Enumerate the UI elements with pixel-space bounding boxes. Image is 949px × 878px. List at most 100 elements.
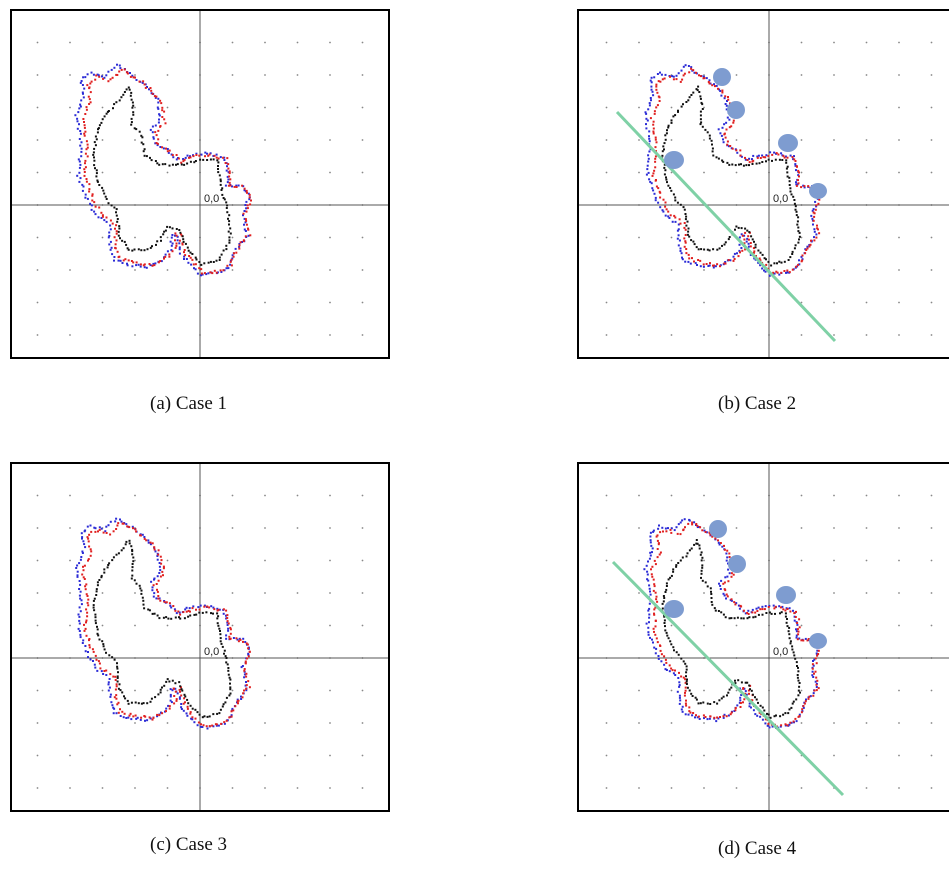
contour-point xyxy=(238,637,241,640)
contour-point xyxy=(114,243,117,246)
contour-point xyxy=(811,209,814,212)
grid-dot xyxy=(264,171,266,174)
grid-dot xyxy=(296,301,299,304)
contour-point xyxy=(653,110,656,113)
grid-dot xyxy=(833,722,835,724)
contour-point xyxy=(112,556,115,559)
contour-point xyxy=(169,604,172,607)
grid-dot xyxy=(264,74,266,76)
contour-point xyxy=(740,617,743,620)
contour-point xyxy=(92,604,95,607)
grid-dot xyxy=(134,41,136,44)
grid-dot xyxy=(898,689,900,692)
contour-point xyxy=(218,259,221,261)
contour-point xyxy=(102,531,105,534)
contour-point xyxy=(795,630,798,633)
contour-point xyxy=(130,545,133,548)
grid-dot xyxy=(134,106,136,109)
contour-point xyxy=(92,73,95,76)
contour-point xyxy=(728,236,731,238)
contour-point xyxy=(151,264,154,267)
contour-point xyxy=(746,159,749,161)
contour-plot-case-1: 0,0 xyxy=(10,9,390,359)
contour-point xyxy=(722,141,725,144)
contour-point xyxy=(243,676,246,679)
contour-point xyxy=(172,156,175,159)
grid-dot xyxy=(36,236,39,239)
contour-point xyxy=(759,715,762,718)
contour-point xyxy=(180,703,183,705)
contour-point xyxy=(194,268,197,271)
contour-point xyxy=(793,158,796,161)
contour-point xyxy=(101,214,104,217)
contour-point xyxy=(215,259,218,262)
contour-point xyxy=(118,683,121,686)
contour-point xyxy=(84,645,87,647)
contour-point xyxy=(664,169,667,172)
contour-point xyxy=(811,217,814,220)
contour-point xyxy=(724,95,727,98)
contour-point xyxy=(228,220,231,223)
contour-point xyxy=(748,231,751,234)
grid-dot xyxy=(833,559,835,562)
grid-dot xyxy=(638,494,640,497)
contour-point xyxy=(795,698,798,701)
grid-dot xyxy=(101,236,104,239)
contour-point xyxy=(670,643,673,646)
contour-point xyxy=(208,715,211,718)
contour-point xyxy=(117,234,120,237)
contour-point xyxy=(149,246,152,249)
contour-point xyxy=(227,230,230,233)
contour-point xyxy=(243,223,245,226)
contour-point xyxy=(766,724,769,727)
contour-point xyxy=(818,198,821,201)
contour-point xyxy=(667,215,670,218)
contour-point xyxy=(690,692,693,695)
contour-point xyxy=(709,262,711,265)
contour-point xyxy=(709,587,712,590)
contour-point xyxy=(758,257,761,260)
contour-point xyxy=(655,179,657,181)
contour-point xyxy=(762,156,765,159)
grid-dot xyxy=(296,269,299,271)
grid-dot xyxy=(703,269,705,271)
grid-dot xyxy=(800,301,803,304)
contour-point xyxy=(680,708,683,711)
contour-point xyxy=(778,605,781,608)
contour-point xyxy=(731,147,734,150)
contour-point xyxy=(797,226,800,229)
contour-point xyxy=(666,129,668,132)
contour-point xyxy=(678,684,681,687)
contour-point xyxy=(115,712,118,715)
contour-point xyxy=(786,618,788,620)
contour-point xyxy=(727,691,730,694)
contour-point xyxy=(138,130,141,133)
contour-point xyxy=(127,702,130,705)
contour-point xyxy=(88,183,91,186)
contour-point xyxy=(94,666,97,669)
contour-point xyxy=(95,588,98,591)
contour-point xyxy=(125,717,128,719)
marker-circle xyxy=(776,586,796,604)
contour-point xyxy=(122,716,125,719)
contour-point xyxy=(243,189,246,192)
contour-point xyxy=(116,218,119,220)
contour-point xyxy=(796,622,799,624)
contour-point xyxy=(212,261,215,263)
contour-point xyxy=(78,622,81,625)
contour-point xyxy=(729,713,732,716)
grid-dot xyxy=(735,592,738,594)
contour-point xyxy=(702,265,705,268)
contour-point xyxy=(673,529,676,532)
contour-point xyxy=(186,707,189,710)
contour-point xyxy=(171,154,174,157)
contour-point xyxy=(154,131,157,134)
contour-point xyxy=(228,175,231,178)
contour-point xyxy=(226,617,229,619)
contour-point xyxy=(813,658,816,661)
contour-point xyxy=(91,194,94,197)
contour-point xyxy=(708,134,711,137)
contour-point xyxy=(711,150,714,153)
contour-point xyxy=(105,525,108,528)
contour-point xyxy=(223,649,226,652)
